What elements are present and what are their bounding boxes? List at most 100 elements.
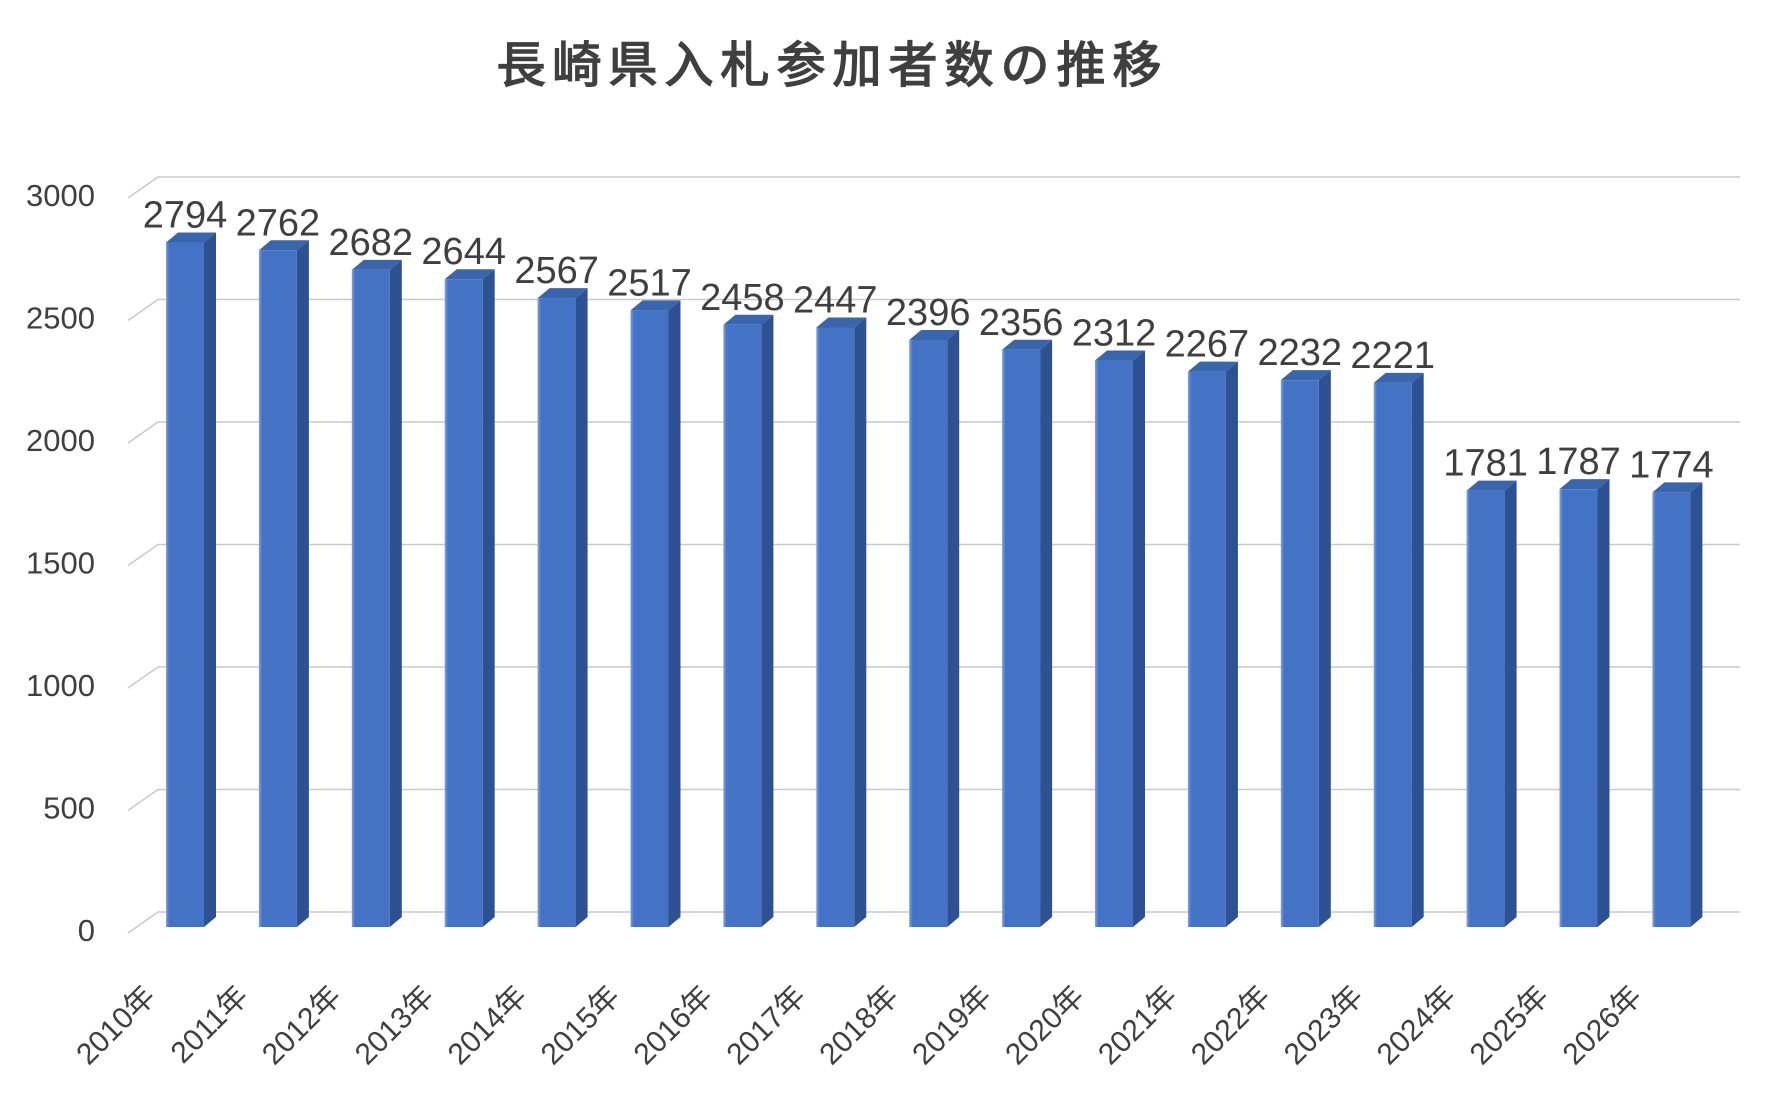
value-label-2018年: 2396 [886,292,971,334]
value-label-2022年: 2232 [1258,332,1343,374]
bar-top-face-2015年 [630,300,681,311]
bar-top-face-2014年 [537,288,588,299]
bar-top-face-2026年 [1652,482,1703,493]
bar-front-face-2011年 [258,250,297,927]
bar-top-face-2025年 [1559,479,1610,490]
bar-2010年 [166,232,216,928]
bar-2020年 [1095,350,1145,927]
y-axis-tick-labels: 0 500 1000 1500 2000 2500 3000 [26,178,95,948]
x-axis-category-labels: 2010年 2011年 2012年 2013年 2014年 2015年 2016年 2017年… [70,980,1648,1072]
bar-front-face-2024年 [1466,490,1505,927]
bar-front-face-2018年 [909,339,948,928]
xtick-label-2019年: 2019年 [906,980,998,1072]
bar-2024年 [1466,480,1517,927]
bar-front-face-2026年 [1652,492,1691,927]
bar-side-face-2019年 [1040,339,1053,927]
bar-side-face-2023年 [1411,372,1424,928]
bar-2017年 [816,317,867,927]
bar-2025年 [1559,479,1610,927]
bar-front-face-2017年 [816,327,855,927]
ytick-label-2000: 2000 [26,423,95,458]
bar-side-face-2011年 [296,240,309,927]
chart-title: 長崎県入札参加者数の推移 [496,39,1169,93]
bar-2016年 [723,314,774,927]
value-label-2010年: 2794 [143,194,228,236]
xtick-label-2016年: 2016年 [628,980,720,1072]
xtick-label-2026年: 2026年 [1557,980,1649,1072]
bar-side-face-2010年 [204,232,216,928]
xtick-label-2021年: 2021年 [1092,980,1184,1072]
value-label-2011年: 2762 [236,202,321,244]
bar-2013年 [444,269,495,928]
value-label-2014年: 2567 [514,250,599,292]
bar-top-face-2017年 [816,317,867,328]
bar-front-face-2015年 [630,310,669,928]
value-labels: 2794 2762 2682 2644 2567 2517 2458 2447 2396 2356… [143,194,1714,486]
xtick-label-2014年: 2014年 [442,980,534,1072]
bar-front-face-2025年 [1559,489,1598,927]
bar-2011年 [258,240,309,927]
bar-2022年 [1280,370,1331,927]
bar-side-face-2014年 [575,288,588,928]
bar-front-face-2022年 [1280,380,1319,927]
xtick-label-2010年: 2010年 [70,980,162,1072]
xtick-label-2015年: 2015年 [535,980,627,1072]
bar-side-face-2012年 [389,259,402,927]
bar-side-face-2022年 [1318,370,1331,927]
bar-2018年 [909,329,960,928]
value-label-2025年: 1787 [1536,441,1621,483]
bar-top-face-2011年 [258,240,309,251]
bars [166,232,1703,928]
xtick-label-2024年: 2024年 [1371,980,1463,1072]
value-label-2016年: 2458 [700,277,785,319]
xtick-label-2017年: 2017年 [721,980,813,1072]
bar-side-face-2016年 [761,314,774,927]
value-label-2019年: 2356 [979,302,1064,344]
bar-side-face-2021年 [1225,361,1238,928]
bar-front-face-2020年 [1095,360,1133,927]
bar-2026年 [1652,482,1703,927]
value-label-2024年: 1781 [1443,443,1528,485]
bar-front-face-2013年 [444,279,483,928]
value-label-2023年: 2221 [1350,335,1435,377]
bar-top-face-2023年 [1373,372,1424,383]
value-label-2013年: 2644 [421,231,506,273]
bar-top-face-2010年 [166,232,216,243]
bar-top-face-2024年 [1466,480,1517,491]
bar-side-face-2024年 [1504,480,1517,927]
ytick-label-0: 0 [78,913,95,948]
bar-top-face-2021年 [1187,361,1238,372]
xtick-label-2011年: 2011年 [165,980,255,1070]
bar-front-face-2014年 [537,298,576,928]
bar-2014年 [537,288,588,928]
gridlines [127,176,1740,934]
bar-side-face-2020年 [1133,350,1145,927]
value-label-2017年: 2447 [793,279,878,321]
bar-2023年 [1373,372,1424,928]
xtick-label-2025年: 2025年 [1464,980,1556,1072]
bar-side-face-2025年 [1597,479,1610,927]
bar-front-face-2021年 [1187,371,1226,928]
value-label-2020年: 2312 [1072,313,1157,355]
gridline-3000 [127,176,1740,199]
bar-top-face-2013年 [444,269,495,280]
gridline-2500 [127,298,1740,322]
bar-side-face-2015年 [668,300,681,928]
bar-front-face-2012年 [351,269,390,927]
bar-side-face-2018年 [947,329,960,928]
bar-top-face-2018年 [909,329,960,340]
bar-top-face-2012年 [351,259,402,270]
xtick-label-2012年: 2012年 [256,980,348,1072]
bar-2019年 [1002,339,1053,927]
bar-top-face-2019年 [1002,339,1053,350]
bar-top-face-2016年 [723,314,774,325]
xtick-label-2018年: 2018年 [813,980,905,1072]
bar-top-face-2020年 [1095,350,1145,361]
bar-2012年 [351,259,402,927]
bar-front-face-2016年 [723,324,762,927]
bar-side-face-2017年 [854,317,867,927]
bar-front-face-2023年 [1373,382,1412,928]
bar-2021年 [1187,361,1238,928]
